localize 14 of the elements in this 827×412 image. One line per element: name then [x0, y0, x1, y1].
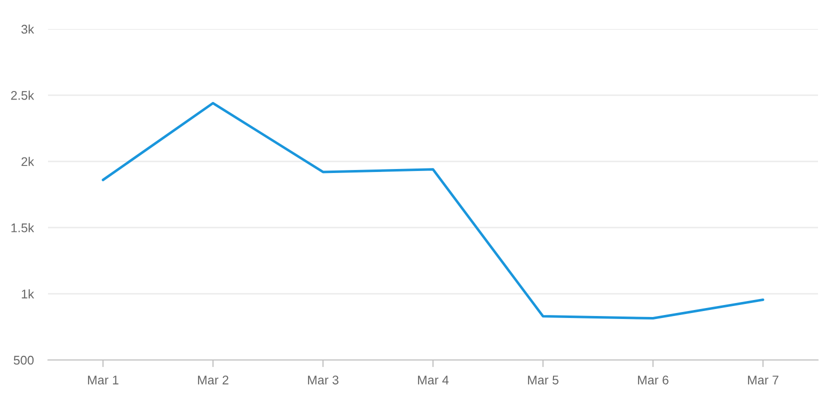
x-tick-label: Mar 2 — [198, 376, 228, 384]
y-tick-label: 2k — [22, 156, 34, 166]
x-tick-label: Mar 6 — [638, 376, 668, 384]
line-series — [102, 102, 764, 320]
x-tick-label: Mar 5 — [528, 376, 558, 384]
x-tick-label: Mar 3 — [308, 376, 338, 384]
y-tick-label: 500 — [14, 356, 34, 365]
y-tick-label: 3k — [21, 24, 34, 34]
x-tick-label: Mar 7 — [748, 376, 778, 384]
y-tick-label: 1k — [22, 289, 34, 298]
y-tick-label: 2.5k — [11, 90, 34, 100]
y-tick-label: 1.5k — [11, 223, 34, 232]
x-tick-label: Mar 1 — [88, 376, 118, 384]
x-tick-label: Mar 4 — [418, 376, 449, 384]
